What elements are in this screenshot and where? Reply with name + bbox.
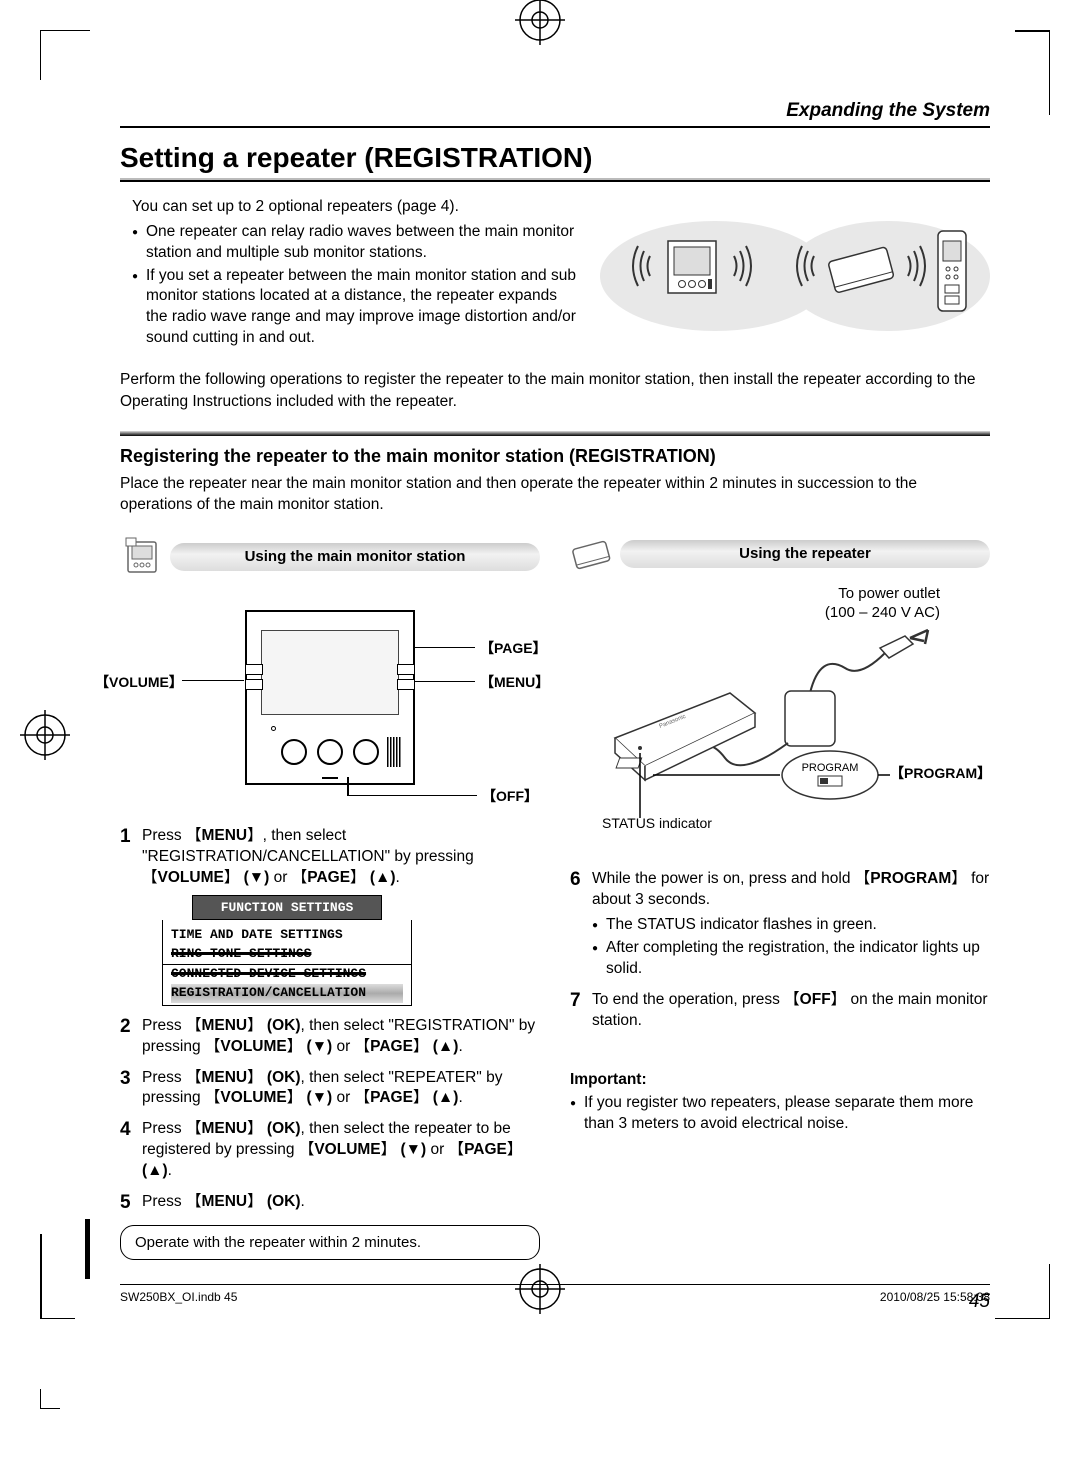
label-menu: MENU: [480, 674, 549, 690]
step: 6 While the power is on, press and hold …: [570, 869, 990, 980]
right-column: Using the repeater To power outlet(100 –…: [570, 536, 990, 1260]
right-steps: 6 While the power is on, press and hold …: [570, 869, 990, 1031]
label-off: OFF: [482, 788, 538, 804]
important-heading: Important:: [570, 1071, 990, 1089]
crop-target-top: [515, 0, 565, 45]
important-bullets: If you register two repeaters, please se…: [570, 1093, 990, 1135]
left-column: Using the main monitor station PAGE: [120, 536, 540, 1260]
label-page: PAGE: [480, 640, 547, 656]
menu-screenshot: FUNCTION SETTINGS TIME AND DATE SETTINGS…: [162, 895, 412, 1006]
label-volume: VOLUME: [95, 674, 183, 690]
page-title: Setting a repeater (REGISTRATION): [120, 142, 990, 174]
status-label: STATUS indicator: [602, 815, 712, 831]
left-steps: 1 Press MENU, then select "REGISTRATION/…: [120, 826, 540, 1213]
monitor-icon: [120, 536, 162, 578]
bullet: One repeater can relay radio waves betwe…: [132, 222, 580, 264]
crop-mark: [1015, 30, 1050, 32]
svg-text:PROGRAM: PROGRAM: [802, 762, 859, 774]
repeater-diagram: Panasonic PROGRAM STATUS indicator PROGR…: [590, 623, 970, 853]
section-header: Expanding the System: [120, 100, 990, 128]
step: 7 To end the operation, press OFF on the…: [570, 990, 990, 1032]
monitor-diagram: PAGE MENU OFF VOLUME: [190, 590, 470, 810]
bullet: If you set a repeater between the main m…: [132, 266, 580, 350]
menu-title: FUNCTION SETTINGS: [192, 895, 382, 921]
step: 1 Press MENU, then select "REGISTRATION/…: [120, 826, 540, 1006]
footer: SW250BX_OI.indb 45 2010/08/25 15:58:38: [120, 1290, 990, 1304]
step: 4 Press MENU (OK), then select the repea…: [120, 1119, 540, 1182]
subhead: Registering the repeater to the main mon…: [120, 446, 990, 467]
crop-mark: [995, 1264, 1050, 1319]
sub-paragraph: Place the repeater near the main monitor…: [120, 473, 990, 516]
title-rule: [120, 178, 990, 182]
footer-bar: [85, 1219, 90, 1279]
section-divider: [120, 431, 990, 436]
intro-row: You can set up to 2 optional repeaters (…: [120, 196, 990, 351]
program-label: PROGRAM: [890, 765, 991, 781]
page: Expanding the System Setting a repeater …: [0, 0, 1080, 1469]
footer-left: SW250BX_OI.indb 45: [120, 1290, 237, 1304]
perform-paragraph: Perform the following operations to regi…: [120, 369, 990, 412]
footer-right: 2010/08/25 15:58:38: [880, 1290, 990, 1304]
crop-mark: [40, 30, 90, 80]
crop-mark: [1049, 30, 1051, 115]
crop-target-bottom: [515, 1264, 565, 1314]
step: 5 Press MENU (OK).: [120, 1192, 540, 1213]
repeater-icon: [570, 536, 612, 572]
right-pill: Using the repeater: [620, 540, 990, 568]
note-box: Operate with the repeater within 2 minut…: [120, 1225, 540, 1260]
left-pill: Using the main monitor station: [170, 543, 540, 571]
range-illustration: [600, 201, 990, 341]
step: 3 Press MENU (OK), then select "REPEATER…: [120, 1068, 540, 1110]
intro-line: You can set up to 2 optional repeaters (…: [120, 196, 580, 218]
crop-mark: [40, 1318, 75, 1320]
crop-target-left: [20, 710, 70, 760]
power-label: To power outlet(100 – 240 V AC): [570, 584, 990, 623]
intro-bullets: One repeater can relay radio waves betwe…: [120, 222, 580, 350]
bullet: If you register two repeaters, please se…: [570, 1093, 990, 1135]
crop-mark: [40, 1389, 60, 1409]
step: 2 Press MENU (OK), then select "REGISTRA…: [120, 1016, 540, 1058]
sub-bullet: After completing the registration, the i…: [592, 938, 990, 980]
intro-text: You can set up to 2 optional repeaters (…: [120, 196, 580, 351]
crop-mark: [40, 1234, 42, 1319]
sub-bullet: The STATUS indicator flashes in green.: [592, 915, 990, 936]
two-columns: Using the main monitor station PAGE: [120, 536, 990, 1260]
